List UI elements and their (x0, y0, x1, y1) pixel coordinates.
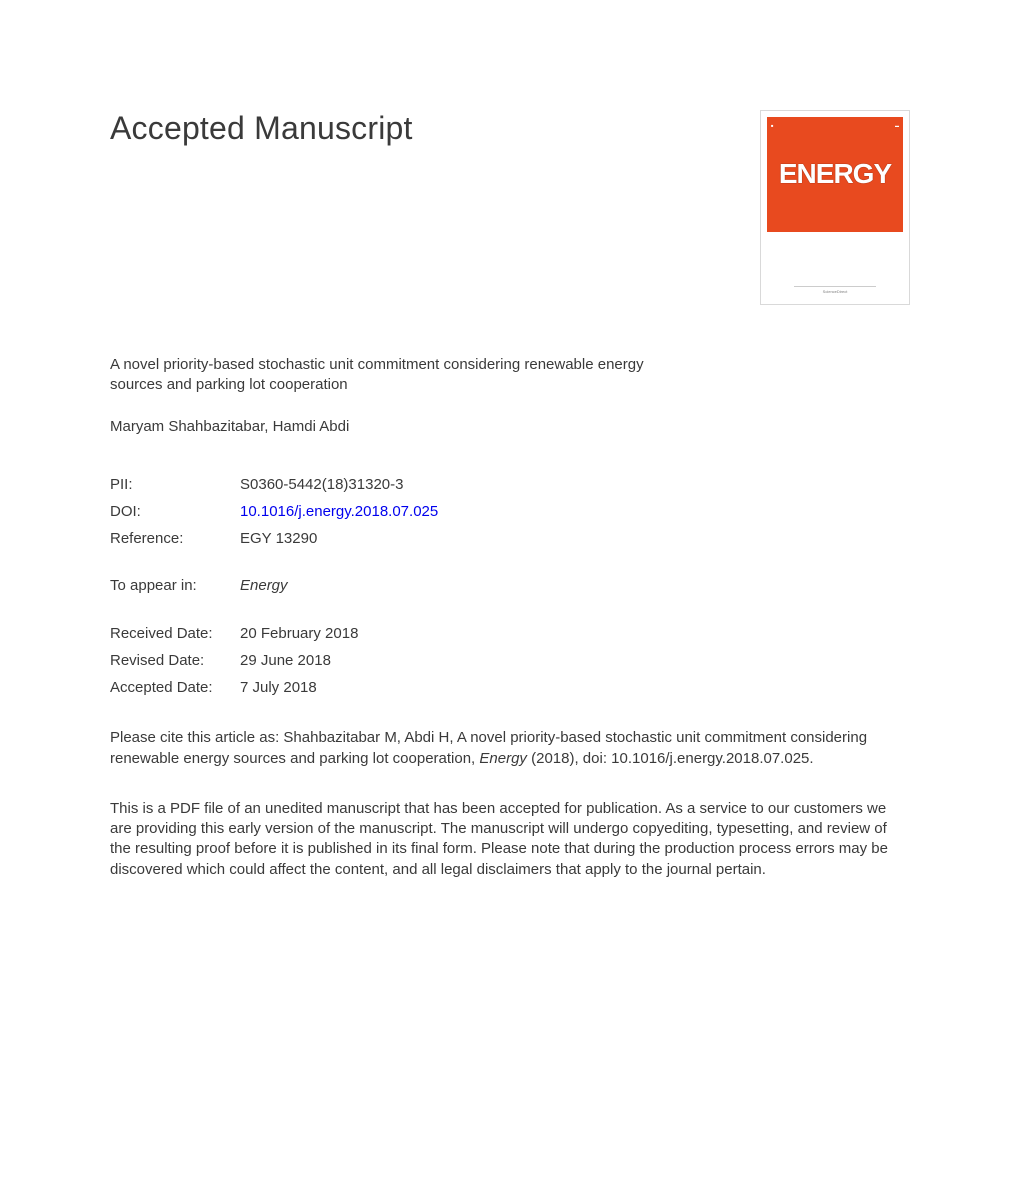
meta-label-doi: DOI: (110, 502, 240, 522)
article-title: A novel priority-based stochastic unit c… (110, 355, 690, 396)
meta-label-pii: PII: (110, 475, 240, 495)
journal-logo-text: ENERGY (771, 162, 899, 186)
meta-label-to-appear-in: To appear in: (110, 576, 240, 596)
cover-top-panel: ■ ▬ ENERGY (767, 117, 903, 232)
meta-row-accepted-date: Accepted Date: 7 July 2018 (110, 678, 910, 698)
page-title: Accepted Manuscript (110, 110, 413, 147)
meta-label-revised-date: Revised Date: (110, 651, 240, 671)
journal-cover-thumbnail: ■ ▬ ENERGY ScienceDirect (760, 110, 910, 305)
cover-top-row: ■ ▬ (771, 123, 899, 128)
meta-value-revised-date: 29 June 2018 (240, 651, 331, 671)
meta-row-revised-date: Revised Date: 29 June 2018 (110, 651, 910, 671)
meta-value-to-appear-in: Energy (240, 576, 288, 596)
cover-publisher-mark: ■ (771, 123, 773, 128)
metadata-table: PII: S0360-5442(18)31320-3 DOI: 10.1016/… (110, 475, 910, 699)
meta-row-reference: Reference: EGY 13290 (110, 529, 910, 549)
cover-bottom-panel: ScienceDirect (767, 232, 903, 298)
citation-journal: Energy (479, 750, 527, 767)
cover-issn-mark: ▬ (895, 123, 899, 128)
meta-value-accepted-date: 7 July 2018 (240, 678, 317, 698)
disclaimer-paragraph: This is a PDF file of an unedited manusc… (110, 799, 910, 880)
meta-row-to-appear-in: To appear in: Energy (110, 576, 910, 596)
meta-value-pii: S0360-5442(18)31320-3 (240, 475, 403, 495)
meta-label-accepted-date: Accepted Date: (110, 678, 240, 698)
meta-row-doi: DOI: 10.1016/j.energy.2018.07.025 (110, 502, 910, 522)
cover-footer-text: ScienceDirect (794, 286, 876, 294)
header-row: Accepted Manuscript ■ ▬ ENERGY ScienceDi… (110, 110, 910, 305)
meta-value-received-date: 20 February 2018 (240, 624, 358, 644)
article-authors: Maryam Shahbazitabar, Hamdi Abdi (110, 418, 910, 435)
citation-suffix: (2018), doi: 10.1016/j.energy.2018.07.02… (527, 750, 814, 767)
meta-row-pii: PII: S0360-5442(18)31320-3 (110, 475, 910, 495)
meta-label-received-date: Received Date: (110, 624, 240, 644)
meta-row-received-date: Received Date: 20 February 2018 (110, 624, 910, 644)
doi-link[interactable]: 10.1016/j.energy.2018.07.025 (240, 502, 438, 522)
meta-value-reference: EGY 13290 (240, 529, 317, 549)
citation-paragraph: Please cite this article as: Shahbazitab… (110, 728, 910, 769)
meta-label-reference: Reference: (110, 529, 240, 549)
